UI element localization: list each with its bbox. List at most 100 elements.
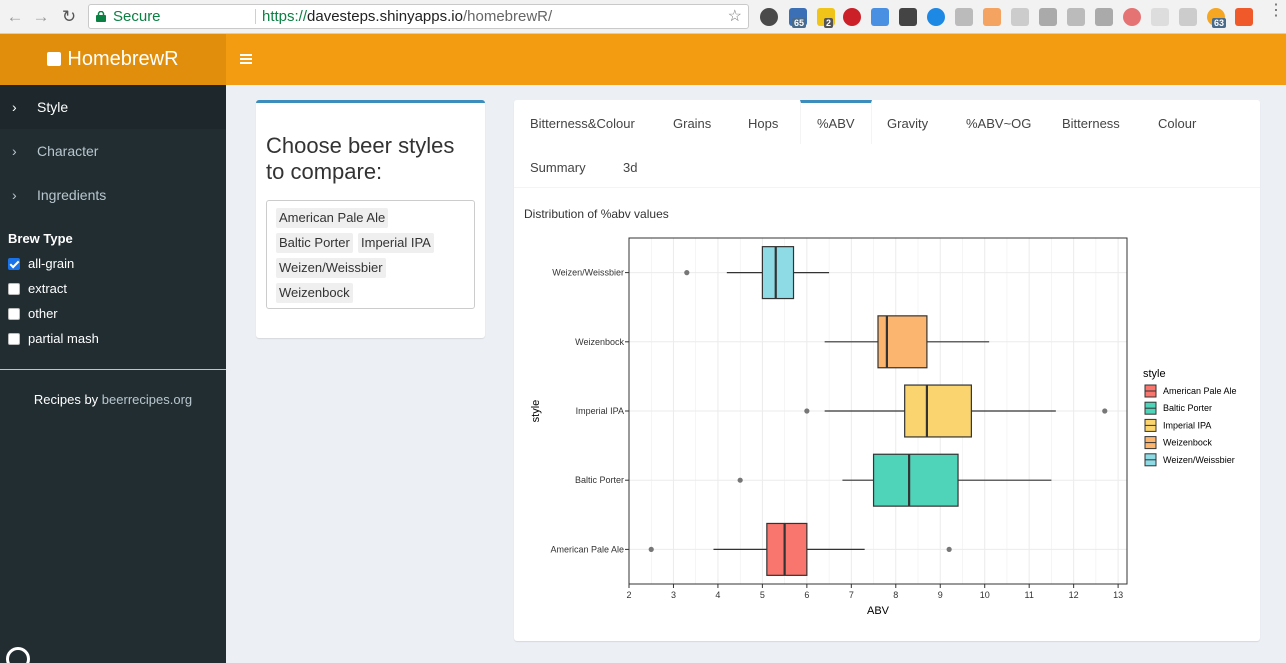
tab-grains[interactable]: Grains [673,116,712,131]
outlier-point [737,477,743,483]
lock-icon [96,11,106,22]
tab-abv-og[interactable]: %ABV~OG [966,116,1032,131]
legend-label: Baltic Porter [1163,403,1212,413]
github-icon[interactable] [6,647,30,663]
checkbox-unchecked[interactable] [8,283,20,295]
script-extension-icon[interactable] [955,8,973,26]
pinterest-extension-icon[interactable] [843,8,861,26]
tab-summary[interactable]: Summary [530,160,586,175]
plot-heading: Distribution of %abv values [524,207,669,221]
brew-type-title: Brew Type [8,231,73,246]
tab-colour[interactable]: Colour [1158,116,1197,131]
checkbox-label: partial mash [28,331,99,346]
sidebar-item-style[interactable]: › Style [0,85,226,129]
sidebar-item-ingredients[interactable]: › Ingredients [0,173,226,217]
selected-style-tag[interactable]: Baltic Porter [276,233,353,253]
selected-style-tag[interactable]: Imperial IPA [358,233,434,253]
back-arrow-icon[interactable]: ← [6,7,24,26]
forward-arrow-icon[interactable]: → [32,7,50,26]
tools-extension-icon[interactable] [1067,8,1085,26]
calendar-badge: 65 [792,18,807,28]
x-tick-label: 6 [804,590,809,600]
sidebar-item-label: Character [37,143,99,159]
checkbox-unchecked[interactable] [8,308,20,320]
legend-label: Weizenbock [1163,438,1212,448]
checkbox-label: all-grain [28,256,75,271]
tab-bitterness-colour[interactable]: Bitterness&Colour [530,116,635,131]
notes-badge: 2 [824,18,834,28]
outlier-point [684,270,690,276]
x-tick-label: 7 [849,590,854,600]
y-tick-label: Baltic Porter [575,475,624,485]
tab-bitterness[interactable]: Bitterness [1062,116,1120,131]
checkbox-label: other [28,306,58,321]
face-extension-icon[interactable] [983,8,1001,26]
tab-gravity[interactable]: Gravity [887,116,929,131]
brew-type-other[interactable]: other [8,304,58,324]
chooser-title: Choose beer styles to compare: [266,133,455,184]
beer-mug-icon [47,52,62,66]
brew-type-extract[interactable]: extract [8,279,67,299]
selected-style-tag[interactable]: American Pale Ale [276,208,389,228]
g-extension-icon[interactable] [1039,8,1057,26]
brew-type-all-grain[interactable]: all-grain [8,254,74,274]
shield-extension-icon[interactable] [1151,8,1169,26]
x-tick-label: 9 [938,590,943,600]
url-text: https://davesteps.shinyapps.io/homebrewR… [262,5,552,28]
sidebar-item-character[interactable]: › Character [0,129,226,173]
box-imperial-ipa [904,384,972,438]
brew-type-partial-mash[interactable]: partial mash [8,329,99,349]
outlier-point [804,408,810,414]
rainbow-extension-icon[interactable] [1123,8,1141,26]
credit-prefix: Recipes by [33,392,99,407]
url-host: davesteps.shinyapps.io [307,8,463,25]
outlier-point [946,546,952,552]
reload-icon[interactable]: ↻ [61,7,77,26]
style-multiselect[interactable]: American Pale Ale Baltic Porter Imperial… [266,200,475,309]
app-header [226,34,1286,85]
x-tick-label: 3 [671,590,676,600]
chevron-right-icon: › [12,187,17,203]
checkbox-label: extract [28,281,68,296]
y-tick-label: American Pale Ale [550,544,624,554]
tab-3d[interactable]: 3d [623,160,638,175]
beerrecipes-link[interactable]: beerrecipes.org [101,392,193,407]
browser-menu-icon[interactable]: ⋮ [1268,2,1284,19]
outlier-point [648,546,654,552]
x-tick-label: 11 [1025,590,1034,600]
app-logo[interactable]: HomebrewR [0,34,226,85]
omnibox-separator [255,9,256,24]
hand-extension-icon[interactable] [1235,8,1253,26]
dropbox-extension-icon[interactable] [1179,8,1197,26]
x-tick-label: 2 [626,590,631,600]
url-scheme: https:// [262,8,308,25]
legend-label: Imperial IPA [1163,420,1211,430]
x-tick-label: 10 [980,590,990,600]
sidebar-toggle-icon[interactable] [240,54,252,64]
checkbox-checked[interactable] [8,258,20,270]
chevron-right-icon: › [12,99,17,115]
vimeo-extension-icon[interactable] [927,8,945,26]
legend-title: style [1143,368,1166,380]
recipes-credit: Recipes by beerrecipes.org [0,392,226,407]
bookmark-star-icon[interactable]: ☆ [727,8,742,25]
browser-toolbar: ← → ↻ Secure https://davesteps.shinyapps… [0,0,1286,34]
pocket-extension-icon[interactable] [899,8,917,26]
window-extension-icon[interactable] [1011,8,1029,26]
address-bar[interactable]: Secure https://davesteps.shinyapps.io/ho… [88,4,749,29]
tab-hops[interactable]: Hops [748,116,779,131]
sidebar: › Style › Character › Ingredients Brew T… [0,85,226,663]
evernote-extension-icon[interactable] [760,8,778,26]
graduation-extension-icon[interactable] [871,8,889,26]
y-tick-label: Weizen/Weissbier [552,268,624,278]
x-tick-label: 5 [760,590,765,600]
y-tick-label: Weizenbock [575,337,624,347]
box-american-pale-ale [766,522,808,576]
sidebar-item-label: Style [37,99,69,115]
app-title: HomebrewR [67,48,179,70]
tab-abv[interactable]: %ABV [800,100,872,144]
chat-extension-icon[interactable] [1095,8,1113,26]
checkbox-unchecked[interactable] [8,333,20,345]
selected-style-tag[interactable]: Weizenbock [276,283,353,303]
selected-style-tag[interactable]: Weizen/Weissbier [276,258,386,278]
